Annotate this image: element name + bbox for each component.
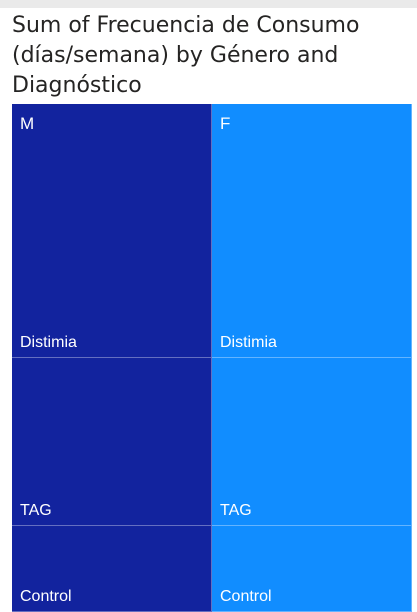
treemap-cell-label: TAG	[20, 502, 52, 519]
treemap-group-label: M	[20, 114, 35, 133]
treemap-cell-label: Control	[220, 588, 272, 605]
treemap-visual[interactable]: Sum of Frecuencia de Consumo (días/seman…	[0, 8, 417, 612]
treemap-cell-label: Control	[20, 588, 72, 605]
treemap-group-m[interactable]: M Distimia TAG Control	[12, 104, 212, 612]
treemap-cell-label: Distimia	[20, 334, 77, 351]
treemap-cell-m-distimia[interactable]: Distimia	[12, 104, 212, 358]
treemap-cell-label: TAG	[220, 502, 252, 519]
treemap-cell-f-control[interactable]: Control	[212, 526, 412, 612]
treemap-plot-area: M Distimia TAG Control F Distimia TAG Control	[12, 104, 412, 612]
treemap-cell-f-distimia[interactable]: Distimia	[212, 104, 412, 358]
treemap-cell-f-tag[interactable]: TAG	[212, 358, 412, 526]
chart-title: Sum of Frecuencia de Consumo (días/seman…	[12, 13, 360, 98]
treemap-cell-label: Distimia	[220, 334, 277, 351]
treemap-cell-m-control[interactable]: Control	[12, 526, 212, 612]
treemap-group-label: F	[220, 114, 231, 133]
treemap-cell-m-tag[interactable]: TAG	[12, 358, 212, 526]
treemap-group-f[interactable]: F Distimia TAG Control	[212, 104, 412, 612]
